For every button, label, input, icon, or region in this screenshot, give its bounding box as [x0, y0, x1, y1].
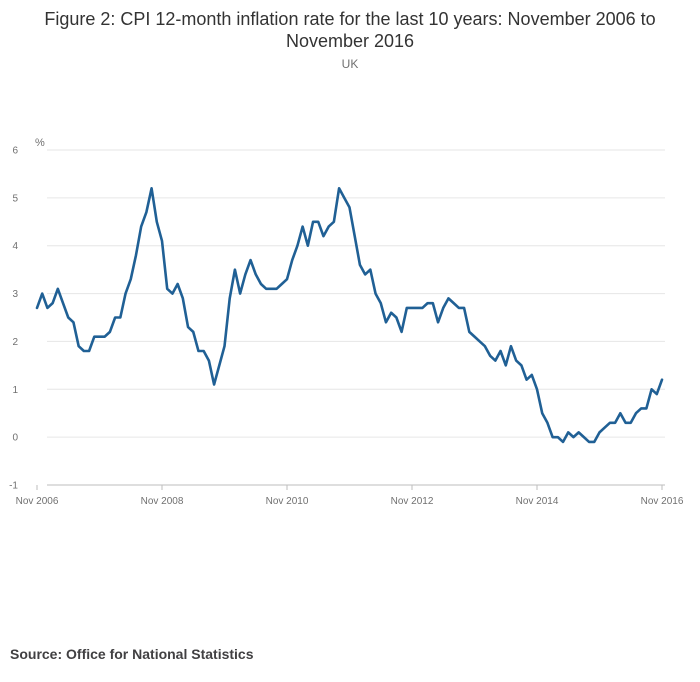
x-tick-label: Nov 2008 — [141, 496, 184, 507]
x-tick-label: Nov 2016 — [641, 496, 684, 507]
x-tick-label: Nov 2006 — [16, 496, 59, 507]
y-tick-label: 1 — [12, 385, 18, 396]
chart-title: Figure 2: CPI 12-month inflation rate fo… — [44, 9, 656, 51]
series-line — [35, 186, 664, 444]
y-tick-label: -1 — [9, 481, 18, 492]
y-tick-label: 2 — [12, 337, 18, 348]
chart-subtitle: UK — [341, 57, 359, 71]
axes: -1 0 1 2 3 4 5 6% Nov 2006 Nov 2008 Nov 2010 Nov 20… — [9, 137, 684, 507]
source-note: Source: Office for National Statistics — [10, 646, 254, 662]
x-tick-label: Nov 2010 — [266, 496, 309, 507]
y-axis-unit: % — [35, 137, 45, 149]
x-tick-label: Nov 2012 — [391, 496, 434, 507]
y-tick-label: 5 — [12, 193, 18, 204]
series-layer — [35, 186, 664, 444]
line-chart: -1 0 1 2 3 4 5 6% Nov 2006 Nov 2008 Nov 2010 Nov 20… — [9, 137, 684, 507]
y-tick-label: 6 — [12, 146, 18, 157]
y-tick-label: 4 — [12, 241, 18, 252]
x-tick-label: Nov 2014 — [516, 496, 559, 507]
y-tick-label: 3 — [12, 289, 18, 300]
y-tick-label: 0 — [12, 433, 18, 444]
